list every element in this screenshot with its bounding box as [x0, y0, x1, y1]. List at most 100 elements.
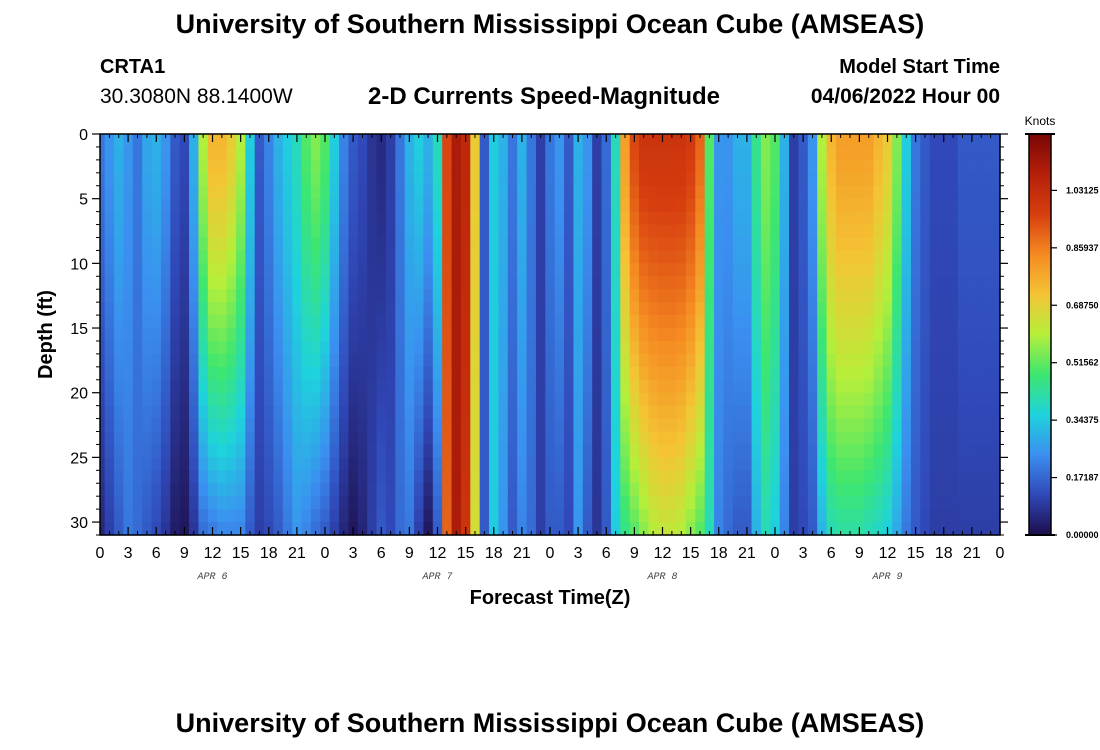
heatmap-cell: [104, 405, 115, 420]
heatmap-cell: [517, 185, 528, 200]
heatmap-cell: [704, 353, 715, 368]
heatmap-cell: [676, 146, 687, 161]
heatmap-cell: [882, 509, 893, 523]
heatmap-cell: [414, 340, 425, 355]
heatmap-cell: [601, 405, 612, 420]
heatmap-cell: [198, 340, 209, 355]
heatmap-cell: [723, 483, 734, 497]
heatmap-cell: [760, 457, 771, 471]
heatmap-cell: [170, 340, 181, 355]
heatmap-cell: [854, 211, 865, 226]
heatmap-cell: [620, 172, 631, 187]
heatmap-cell: [554, 237, 565, 252]
heatmap-cell: [873, 379, 884, 394]
heatmap-cell: [123, 444, 134, 458]
heatmap-cell: [470, 353, 481, 368]
heatmap-cell: [695, 263, 706, 277]
heatmap-cell: [592, 431, 603, 446]
heatmap-cell: [620, 134, 631, 148]
heatmap-cell: [667, 263, 678, 277]
heatmap-cell: [470, 366, 481, 381]
heatmap-cell: [442, 159, 453, 174]
heatmap-cell: [770, 457, 781, 471]
heatmap-cell: [170, 392, 181, 407]
heatmap-cell: [198, 509, 209, 523]
heatmap-cell: [920, 198, 931, 213]
heatmap-cell: [442, 418, 453, 433]
heatmap-cell: [151, 146, 162, 161]
heatmap-cell: [104, 444, 115, 458]
heatmap-cell: [235, 315, 246, 329]
heatmap-cell: [920, 159, 931, 174]
heatmap-cell: [864, 366, 875, 381]
heatmap-cell: [985, 185, 996, 200]
heatmap-cell: [948, 198, 959, 213]
heatmap-cell: [320, 509, 331, 523]
heatmap-cell: [910, 276, 921, 290]
heatmap-cell: [348, 444, 359, 458]
heatmap-cell: [142, 159, 153, 174]
heatmap-cell: [676, 509, 687, 523]
heatmap-cell: [873, 302, 884, 316]
heatmap-cell: [714, 470, 725, 484]
heatmap-cell: [535, 224, 546, 239]
heatmap-cell: [789, 237, 800, 252]
heatmap-cell: [479, 315, 490, 329]
heatmap-cell: [442, 198, 453, 213]
heatmap-cell: [376, 483, 387, 497]
heatmap-cell: [329, 366, 340, 381]
heatmap-cell: [273, 276, 284, 290]
heatmap-cell: [751, 392, 762, 407]
heatmap-cell: [676, 340, 687, 355]
heatmap-cell: [254, 366, 265, 381]
heatmap-cell: [667, 444, 678, 458]
heatmap-cell: [460, 211, 471, 226]
heatmap-cell: [282, 146, 293, 161]
heatmap-cell: [282, 405, 293, 420]
heatmap-cell: [367, 379, 378, 394]
heatmap-cell: [573, 444, 584, 458]
heatmap-cell: [920, 289, 931, 303]
heatmap-cell: [357, 392, 368, 407]
heatmap-cell: [723, 134, 734, 148]
heatmap-cell: [901, 340, 912, 355]
heatmap-cell: [264, 146, 275, 161]
heatmap-cell: [685, 224, 696, 239]
heatmap-cell: [535, 159, 546, 174]
heatmap-cell: [357, 431, 368, 446]
heatmap-cell: [423, 224, 434, 239]
heatmap-cell: [273, 496, 284, 510]
heatmap-cell: [685, 276, 696, 290]
heatmap-cell: [179, 289, 190, 303]
heatmap-cell: [629, 392, 640, 407]
x-tick-label: 9: [630, 545, 639, 562]
heatmap-cell: [535, 198, 546, 213]
heatmap-cell: [470, 315, 481, 329]
heatmap-cell: [367, 353, 378, 368]
heatmap-cell: [929, 263, 940, 277]
heatmap-cell: [901, 496, 912, 510]
heatmap-cell: [676, 379, 687, 394]
heatmap-cell: [751, 353, 762, 368]
heatmap-cell: [760, 444, 771, 458]
heatmap-cell: [817, 263, 828, 277]
heatmap-cell: [320, 159, 331, 174]
heatmap-cell: [985, 315, 996, 329]
heatmap-cell: [985, 263, 996, 277]
heatmap-cell: [114, 276, 125, 290]
heatmap-cell: [910, 340, 921, 355]
heatmap-cell: [160, 134, 171, 148]
heatmap-cell: [376, 496, 387, 510]
heatmap-cell: [629, 405, 640, 420]
x-tick-label: 12: [204, 545, 222, 562]
heatmap-cell: [723, 418, 734, 433]
heatmap-cell: [892, 211, 903, 226]
heatmap-cell: [920, 146, 931, 161]
heatmap-cell: [835, 146, 846, 161]
heatmap-cell: [254, 146, 265, 161]
heatmap-cell: [845, 405, 856, 420]
heatmap-cell: [957, 185, 968, 200]
heatmap-cell: [695, 366, 706, 381]
heatmap-cell: [995, 237, 1001, 252]
heatmap-cell: [451, 353, 462, 368]
